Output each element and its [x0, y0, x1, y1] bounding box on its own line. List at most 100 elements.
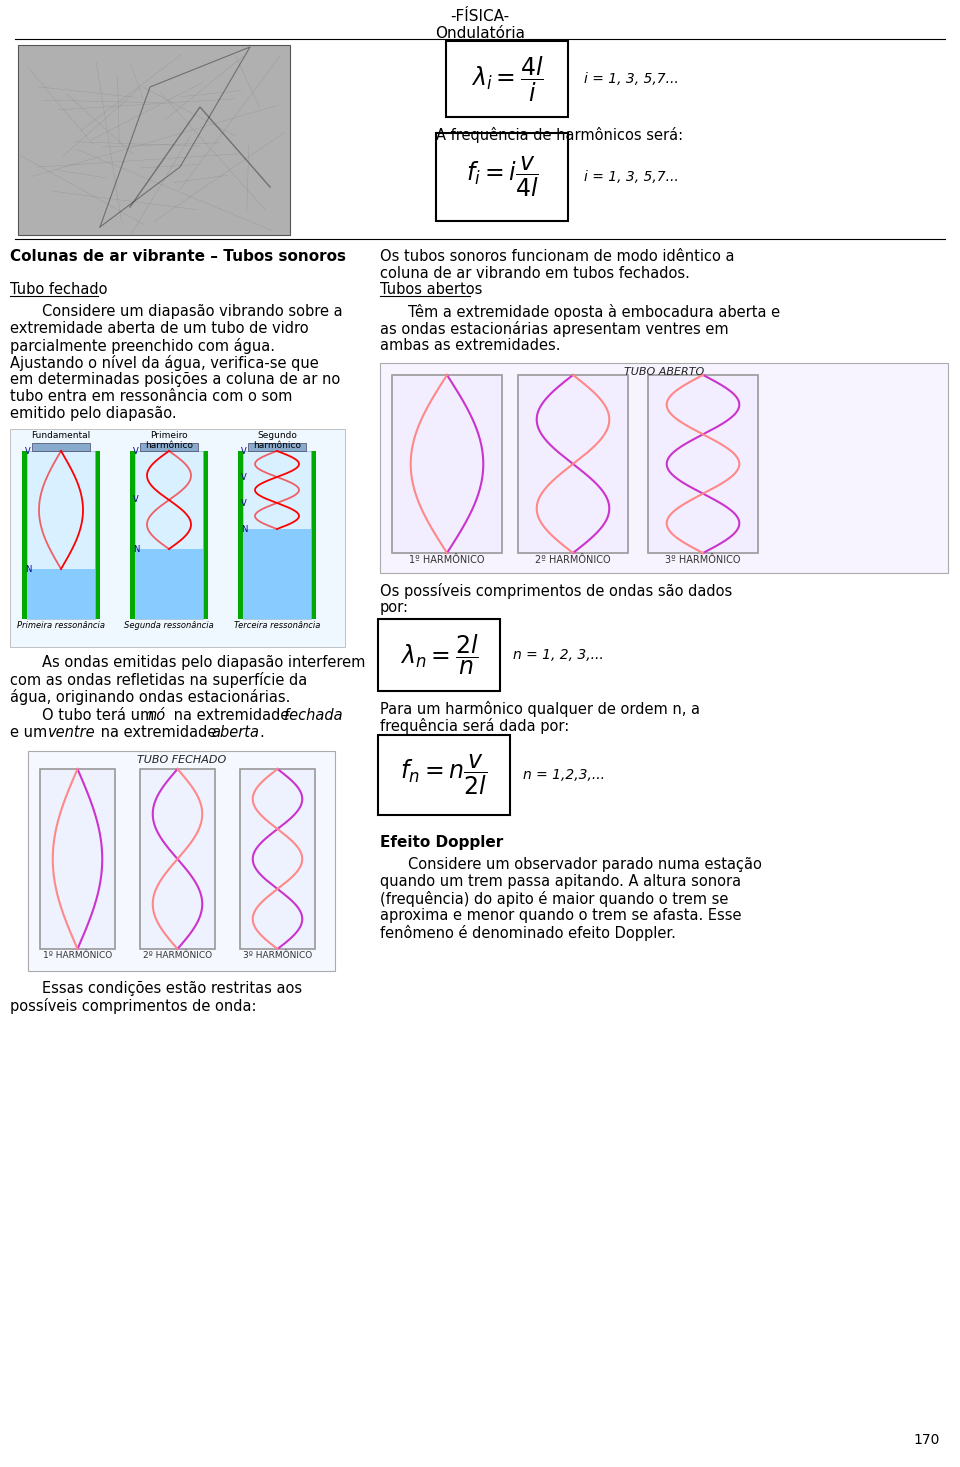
Bar — [380, 362, 948, 574]
Text: Ajustando o nível da água, verifica-se que: Ajustando o nível da água, verifica-se q… — [10, 355, 319, 371]
Text: Segunda ressonância: Segunda ressonância — [124, 621, 214, 629]
Bar — [392, 376, 502, 553]
Text: Primeira ressonância: Primeira ressonância — [17, 621, 105, 629]
Bar — [240, 769, 315, 949]
Text: Os tubos sonoros funcionam de modo idêntico a: Os tubos sonoros funcionam de modo idênt… — [380, 249, 734, 264]
Text: As ondas emitidas pelo diapasão interferem: As ondas emitidas pelo diapasão interfer… — [42, 654, 366, 670]
Text: 1º HARMÔNICO: 1º HARMÔNICO — [43, 951, 112, 959]
Text: A frequência de harmônicos será:: A frequência de harmônicos será: — [437, 128, 684, 142]
Text: O tubo terá um: O tubo terá um — [42, 709, 158, 723]
Text: $\lambda_i = \dfrac{4l}{i}$: $\lambda_i = \dfrac{4l}{i}$ — [470, 54, 543, 104]
Text: 1º HARMÔNICO: 1º HARMÔNICO — [409, 555, 485, 565]
Bar — [203, 450, 208, 619]
Bar — [32, 443, 90, 450]
Bar — [140, 443, 198, 450]
Text: emitido pelo diapasão.: emitido pelo diapasão. — [10, 406, 177, 421]
Bar — [238, 450, 243, 619]
Text: ventre: ventre — [48, 725, 96, 739]
Text: água, originando ondas estacionárias.: água, originando ondas estacionárias. — [10, 689, 290, 706]
Text: na extremidade: na extremidade — [169, 709, 294, 723]
Text: i = 1, 3, 5,7...: i = 1, 3, 5,7... — [584, 72, 679, 87]
Text: Os possíveis comprimentos de ondas são dados: Os possíveis comprimentos de ondas são d… — [380, 582, 732, 599]
Text: fenômeno é denominado efeito Doppler.: fenômeno é denominado efeito Doppler. — [380, 926, 676, 940]
FancyBboxPatch shape — [436, 133, 568, 222]
Text: as ondas estacionárias apresentam ventres em: as ondas estacionárias apresentam ventre… — [380, 321, 729, 337]
Text: V: V — [241, 499, 247, 508]
Text: parcialmente preenchido com água.: parcialmente preenchido com água. — [10, 337, 275, 354]
Bar — [311, 450, 316, 619]
Text: V: V — [133, 446, 139, 455]
Text: .: . — [259, 725, 264, 739]
Text: aberta: aberta — [211, 725, 259, 739]
Text: Considere um observador parado numa estação: Considere um observador parado numa esta… — [408, 857, 762, 871]
Text: N: N — [25, 565, 32, 574]
Text: (frequência) do apito é maior quando o trem se: (frequência) do apito é maior quando o t… — [380, 890, 729, 907]
Text: $f_n = n\dfrac{v}{2l}$: $f_n = n\dfrac{v}{2l}$ — [400, 753, 488, 797]
Text: fechada: fechada — [284, 709, 343, 723]
Text: frequência será dada por:: frequência será dada por: — [380, 717, 569, 734]
Bar — [40, 769, 115, 949]
Bar — [648, 376, 758, 553]
Bar — [22, 450, 27, 619]
Text: Essas condições estão restritas aos: Essas condições estão restritas aos — [42, 981, 302, 996]
Text: 170: 170 — [914, 1433, 940, 1446]
Text: N: N — [241, 525, 248, 534]
Bar — [27, 450, 95, 619]
Text: ambas as extremidades.: ambas as extremidades. — [380, 337, 561, 354]
Text: 2º HARMÔNICO: 2º HARMÔNICO — [535, 555, 611, 565]
Text: por:: por: — [380, 600, 409, 615]
Text: em determinadas posições a coluna de ar no: em determinadas posições a coluna de ar … — [10, 373, 340, 387]
Text: Tubo fechado: Tubo fechado — [10, 282, 108, 296]
Text: Têm a extremidade oposta à embocadura aberta e: Têm a extremidade oposta à embocadura ab… — [408, 304, 780, 320]
Text: 3º HARMÔNICO: 3º HARMÔNICO — [665, 555, 741, 565]
Bar — [10, 428, 345, 647]
Text: $f_i = i\dfrac{v}{4l}$: $f_i = i\dfrac{v}{4l}$ — [466, 156, 539, 200]
FancyBboxPatch shape — [378, 735, 510, 816]
Bar — [27, 569, 95, 619]
Bar — [140, 769, 215, 949]
Bar — [95, 450, 100, 619]
Text: coluna de ar vibrando em tubos fechados.: coluna de ar vibrando em tubos fechados. — [380, 266, 690, 282]
Text: n = 1, 2, 3,...: n = 1, 2, 3,... — [513, 648, 604, 662]
Text: Colunas de ar vibrante – Tubos sonoros: Colunas de ar vibrante – Tubos sonoros — [10, 249, 346, 264]
Bar — [243, 450, 311, 619]
Text: Para um harmônico qualquer de ordem n, a: Para um harmônico qualquer de ordem n, a — [380, 701, 700, 717]
Text: nó: nó — [147, 709, 165, 723]
Text: TUBO FECHADO: TUBO FECHADO — [137, 756, 227, 764]
Text: N: N — [133, 544, 139, 553]
Text: V: V — [241, 472, 247, 481]
Text: Considere um diapasão vibrando sobre a: Considere um diapasão vibrando sobre a — [42, 304, 343, 318]
Text: V: V — [133, 496, 139, 505]
Text: tubo entra em ressonância com o som: tubo entra em ressonância com o som — [10, 389, 293, 403]
FancyBboxPatch shape — [378, 619, 500, 691]
Text: Fundamental: Fundamental — [32, 431, 90, 440]
Text: com as ondas refletidas na superfície da: com as ondas refletidas na superfície da — [10, 672, 307, 688]
Bar — [248, 443, 306, 450]
Text: Tubos abertos: Tubos abertos — [380, 282, 482, 296]
Text: 3º HARMÔNICO: 3º HARMÔNICO — [243, 951, 312, 959]
Text: na extremidade: na extremidade — [96, 725, 221, 739]
Bar — [28, 751, 335, 971]
Text: V: V — [25, 446, 31, 455]
Bar — [130, 450, 135, 619]
Bar — [518, 376, 628, 553]
Text: aproxima e menor quando o trem se afasta. Esse: aproxima e menor quando o trem se afasta… — [380, 908, 741, 923]
FancyBboxPatch shape — [446, 41, 568, 117]
Text: TUBO ABERTO: TUBO ABERTO — [624, 367, 704, 377]
Bar — [243, 530, 311, 619]
Text: extremidade aberta de um tubo de vidro: extremidade aberta de um tubo de vidro — [10, 321, 308, 336]
Bar — [18, 45, 290, 235]
Text: Primeiro
harmônico: Primeiro harmônico — [145, 431, 193, 450]
Text: Ondulatória: Ondulatória — [435, 26, 525, 41]
Text: Terceira ressonância: Terceira ressonância — [234, 621, 321, 629]
Text: e um: e um — [10, 725, 52, 739]
Text: Segundo
harmônico: Segundo harmônico — [253, 431, 301, 450]
Text: $\lambda_n = \dfrac{2l}{n}$: $\lambda_n = \dfrac{2l}{n}$ — [399, 632, 478, 678]
Text: V: V — [241, 446, 247, 455]
Bar — [135, 450, 203, 619]
Text: -FÍSICA-: -FÍSICA- — [450, 9, 510, 23]
Text: quando um trem passa apitando. A altura sonora: quando um trem passa apitando. A altura … — [380, 874, 741, 889]
Text: n = 1,2,3,...: n = 1,2,3,... — [523, 769, 605, 782]
Text: 2º HARMÔNICO: 2º HARMÔNICO — [143, 951, 212, 959]
Text: i = 1, 3, 5,7...: i = 1, 3, 5,7... — [584, 170, 679, 183]
